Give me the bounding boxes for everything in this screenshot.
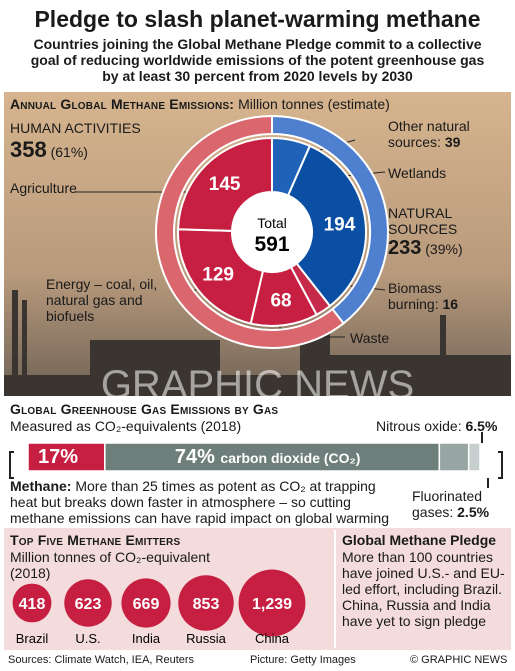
pledge-title: Global Methane Pledge <box>342 532 497 548</box>
donut-title: Annual Global Methane Emissions: <box>10 96 235 112</box>
bubble <box>64 579 112 627</box>
bar-segment <box>104 442 441 472</box>
bar-title: Global Greenhouse Gas Emissions by Gas <box>10 401 279 417</box>
bar-segment <box>438 442 470 472</box>
category-label: India <box>132 631 161 646</box>
category-label: Russia <box>186 631 227 646</box>
pledge-text: More than 100 countries have joined U.S.… <box>342 549 505 630</box>
value-label: 39 <box>444 134 461 151</box>
category-label: Biomass burning: 16 <box>388 280 468 312</box>
value-label: 2.5% <box>457 504 490 521</box>
segment-name: carbon dioxide (CO₂) <box>220 450 361 466</box>
category-label: Other natural sources: 39 <box>388 118 508 150</box>
value-label: 669 <box>133 596 160 613</box>
total-value: 591 <box>254 233 289 256</box>
category-label: Brazil <box>16 631 49 646</box>
subtitle: Countries joining the Global Methane Ple… <box>30 36 485 85</box>
value-label: 6.5% <box>465 418 498 434</box>
divider <box>334 530 336 648</box>
bar-subtitle: Measured as CO₂-equivalents (2018) <box>10 418 242 434</box>
outer-ring-segment <box>155 114 345 349</box>
sources: Sources: Climate Watch, IEA, Reuters <box>8 654 195 666</box>
picture-credit: Picture: Getty Images <box>250 654 356 666</box>
category-label: Wetlands <box>388 165 447 181</box>
value-label: 129 <box>202 265 234 286</box>
bubble <box>121 578 171 628</box>
value-label: 74% <box>174 446 215 468</box>
emitters-subtitle: Million tonnes of CO₂-equivalent (2018) <box>10 549 210 582</box>
donut-hole <box>232 192 312 272</box>
segment-name: Nitrous oxide: <box>376 418 462 434</box>
category-label: Agriculture <box>10 180 77 196</box>
note-label: Methane: <box>10 478 72 494</box>
title: Pledge to slash planet-warming methane <box>34 6 481 32</box>
group-share: (39%) <box>425 241 463 257</box>
group-value-number: 233 <box>388 237 422 259</box>
group-value-number: 358 <box>10 137 47 162</box>
bar-segment <box>467 442 481 472</box>
methane-note: Methane: More than 25 times as potent as… <box>10 478 405 526</box>
donut-heading: Annual Global Methane Emissions: Million… <box>10 96 390 112</box>
category-name: Biomass burning: <box>388 280 442 313</box>
value-label: 853 <box>193 596 220 613</box>
value-label: 1,239 <box>252 596 292 613</box>
category-name: Other natural sources: <box>388 118 470 151</box>
value-label: 623 <box>75 596 102 613</box>
bubble <box>178 575 234 631</box>
segment-label: Fluorinated gases: 2.5% <box>412 488 512 520</box>
value-label: 194 <box>324 215 356 236</box>
group-value: 233 (39%) <box>388 237 463 260</box>
category-label: Energy – coal, oil, natural gas and biof… <box>46 276 158 325</box>
category-label: China <box>255 631 290 646</box>
factory-silhouette <box>4 290 511 396</box>
bubble <box>238 569 306 637</box>
category-label: U.S. <box>75 631 100 646</box>
bar-brackets <box>9 432 503 488</box>
total-label: Total <box>257 215 287 231</box>
value-label: 68 <box>270 290 291 311</box>
copyright: © GRAPHIC NEWS <box>410 654 508 666</box>
segment-label: Nitrous oxide: 6.5% <box>376 418 497 434</box>
bubble <box>12 583 52 623</box>
category-label: Waste <box>350 330 390 346</box>
group-name: HUMAN ACTIVITIES <box>10 120 141 136</box>
value-label: 145 <box>209 174 241 195</box>
emitters-title: Top Five Methane Emitters <box>10 532 181 548</box>
watermark: GRAPHIC NEWS <box>100 363 415 407</box>
value-label: 418 <box>19 596 46 613</box>
group-value: 358 (61%) <box>10 137 88 162</box>
donut-subtitle: Million tonnes (estimate) <box>238 96 390 112</box>
group-share: (61%) <box>50 144 88 160</box>
group-name: NATURAL SOURCES <box>388 205 458 238</box>
note-text: More than 25 times as potent as CO₂ at t… <box>10 478 389 527</box>
segment-name: Fluorinated gases: <box>412 488 483 521</box>
slice <box>177 136 273 232</box>
value-label: 17% <box>38 446 79 468</box>
value-label: 16 <box>442 296 459 313</box>
bar-label: 74% carbon dioxide (CO₂) <box>175 446 361 469</box>
